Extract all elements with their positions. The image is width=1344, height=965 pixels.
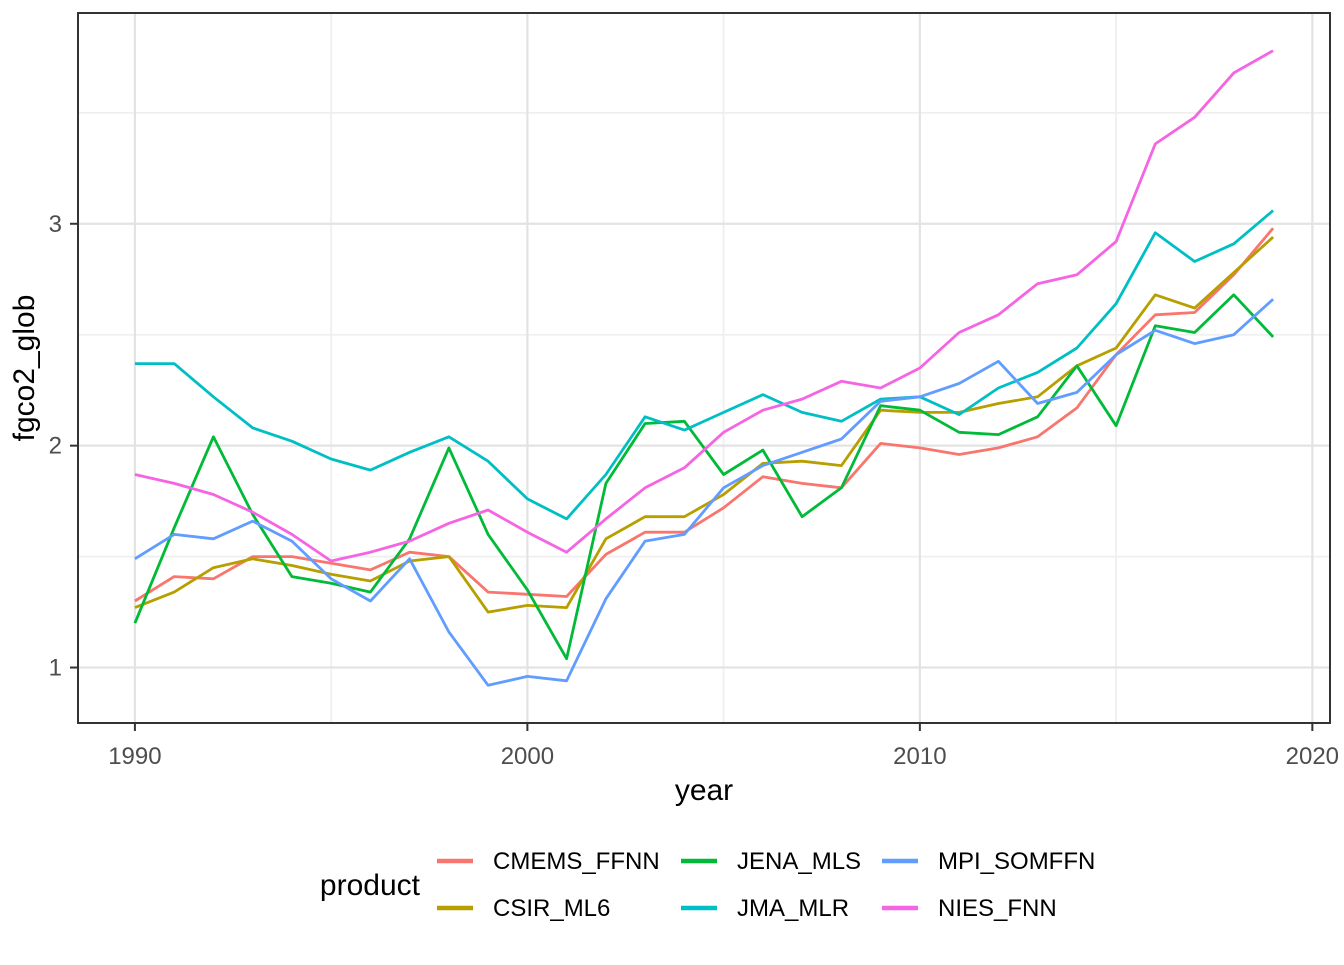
series-line-CMEMS_FFNN [134, 227, 1275, 603]
y-tick-label: 3 [49, 211, 62, 238]
data-series-lines [133, 49, 1275, 687]
legend-item-CSIR_ML6: CSIR_ML6 [437, 895, 610, 922]
plot-panel [78, 13, 1330, 723]
legend-item-JENA_MLS: JENA_MLS [681, 848, 861, 875]
x-tick-label: 1990 [108, 743, 161, 770]
y-axis-title: fgco2_glob [8, 295, 41, 442]
y-tick-label: 1 [49, 655, 62, 682]
legend-item-MPI_SOMFFN: MPI_SOMFFN [882, 848, 1095, 875]
legend-label-JMA_MLR: JMA_MLR [737, 895, 849, 922]
x-tick-label: 2020 [1286, 743, 1339, 770]
legend-item-NIES_FNN: NIES_FNN [882, 895, 1057, 922]
legend-label-CSIR_ML6: CSIR_ML6 [493, 895, 610, 922]
legend-item-CMEMS_FFNN: CMEMS_FFNN [437, 848, 660, 875]
legend-label-JENA_MLS: JENA_MLS [737, 848, 861, 875]
legend-label-MPI_SOMFFN: MPI_SOMFFN [938, 848, 1095, 875]
panel-border [77, 12, 1331, 724]
panel-background [78, 13, 1330, 723]
legend-label-CMEMS_FFNN: CMEMS_FFNN [493, 848, 660, 875]
x-tick-label: 2010 [893, 743, 946, 770]
axis-tick-labels: 1990 2000 2010 2020 1 2 3 [49, 211, 1339, 770]
axis-ticks [70, 222, 1314, 731]
x-tick-label: 2000 [501, 743, 554, 770]
legend-item-JMA_MLR: JMA_MLR [681, 895, 849, 922]
series-line-JENA_MLS [133, 293, 1275, 661]
x-axis-title: year [675, 774, 733, 807]
series-line-MPI_SOMFFN [134, 298, 1275, 687]
legend-label-NIES_FNN: NIES_FNN [938, 895, 1057, 922]
panel-border-rect [77, 12, 1331, 724]
legend: CMEMS_FFNN CSIR_ML6 JENA_MLS JMA_MLR MPI_SOM… [437, 848, 1095, 922]
y-tick-label: 2 [49, 433, 62, 460]
series-line-JMA_MLR [134, 209, 1275, 521]
series-line-NIES_FNN [134, 49, 1274, 563]
legend-title: product [320, 869, 421, 902]
